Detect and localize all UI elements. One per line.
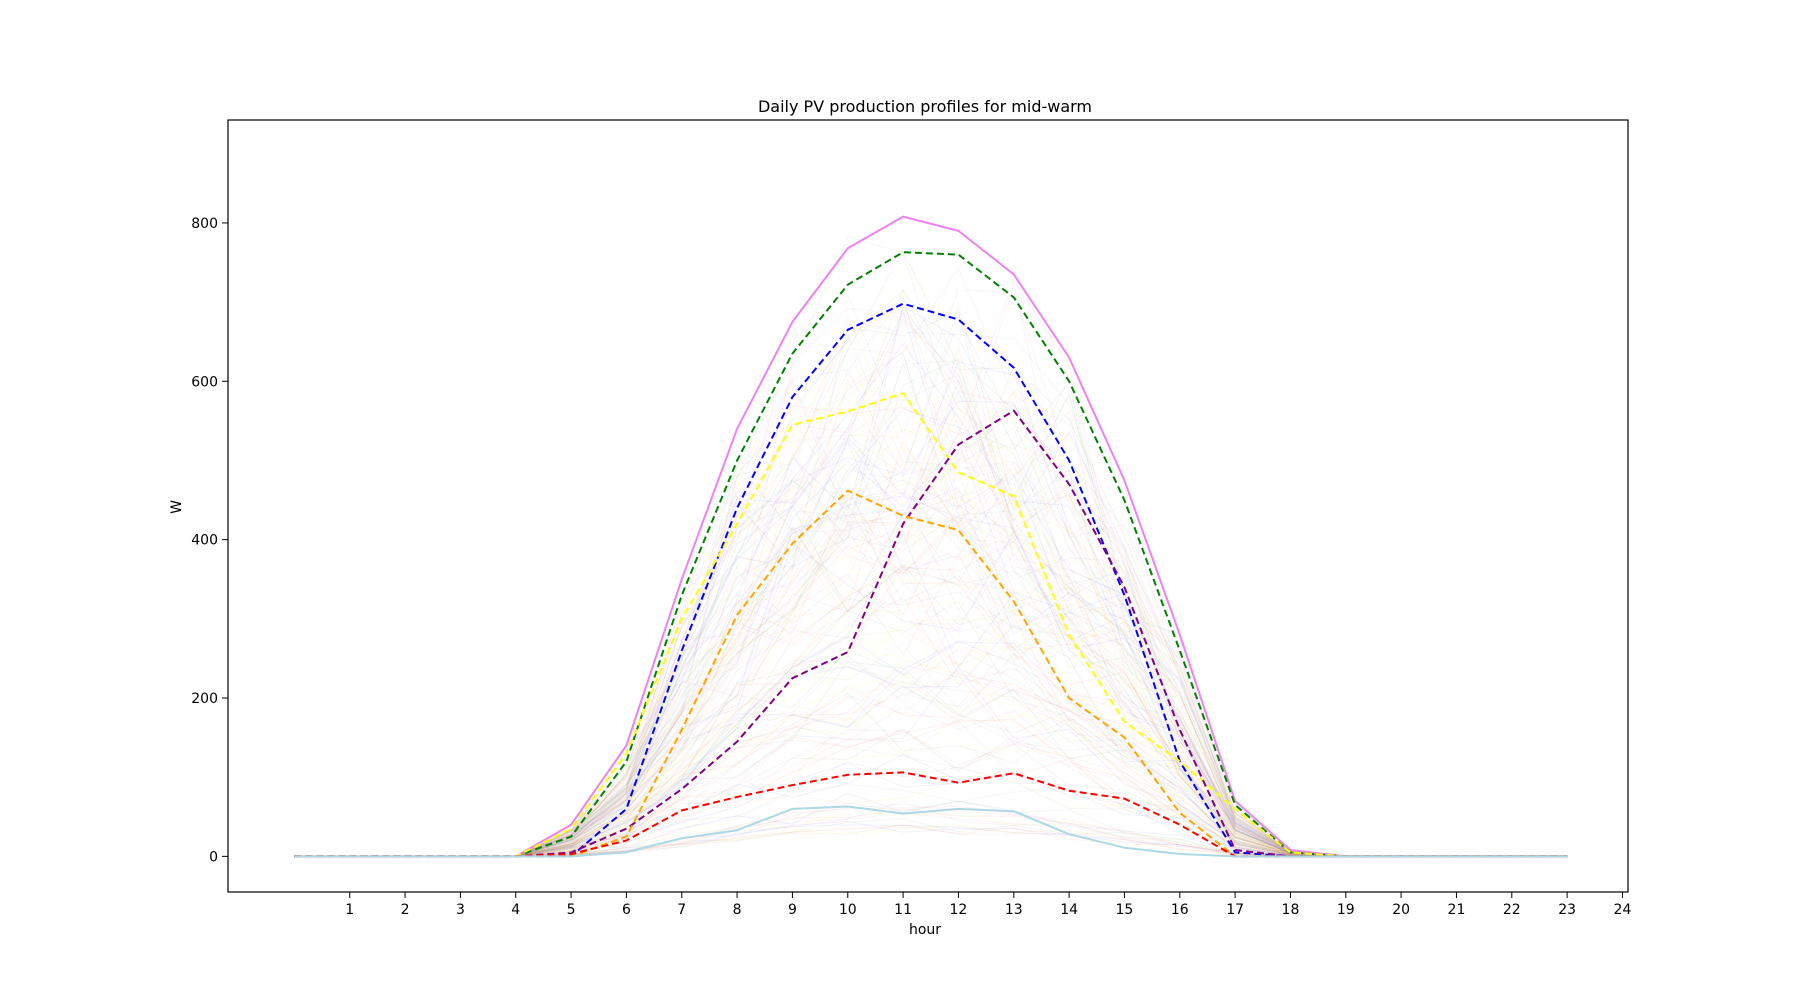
chart-title: Daily PV production profiles for mid-war… (758, 97, 1092, 116)
x-tick-label: 14 (1060, 902, 1078, 918)
x-tick-label: 9 (788, 902, 797, 918)
y-tick-label: 0 (209, 849, 218, 865)
x-tick-label: 12 (950, 902, 968, 918)
x-tick-label: 20 (1392, 902, 1410, 918)
x-tick-label: 22 (1503, 902, 1521, 918)
x-tick-label: 15 (1116, 902, 1134, 918)
x-tick-label: 4 (511, 902, 520, 918)
y-axis: 0 200 400 600 800 (191, 216, 228, 865)
x-tick-label: 8 (733, 902, 742, 918)
y-axis-label: W (169, 500, 185, 514)
series-line-8 (294, 805, 1568, 858)
x-tick-label: 23 (1558, 902, 1576, 918)
x-tick-label: 6 (622, 902, 631, 918)
x-axis-label: hour (909, 922, 941, 938)
series-layer (294, 215, 1568, 858)
y-tick-label: 400 (191, 533, 218, 549)
plot-frame (227, 119, 1629, 893)
x-tick-label: 16 (1171, 902, 1189, 918)
x-tick-label: 19 (1337, 902, 1355, 918)
x-tick-label: 5 (567, 902, 576, 918)
y-tick-label: 800 (191, 216, 218, 232)
x-tick-label: 24 (1614, 902, 1632, 918)
x-tick-label: 17 (1226, 902, 1244, 918)
x-tick-label: 1 (345, 902, 354, 918)
x-tick-label: 18 (1282, 902, 1300, 918)
x-tick-label: 3 (456, 902, 465, 918)
x-tick-label: 11 (894, 902, 912, 918)
x-tick-label: 2 (401, 902, 410, 918)
x-axis: 1 2 3 4 5 6 7 8 9 10 11 12 13 14 15 16 17 18 19 20 21 22 23 24 (345, 892, 1631, 918)
x-tick-label: 7 (677, 902, 686, 918)
x-tick-label: 21 (1448, 902, 1466, 918)
y-tick-label: 600 (191, 374, 218, 390)
y-tick-label: 200 (191, 691, 218, 707)
x-tick-label: 10 (839, 902, 857, 918)
x-tick-label: 13 (1005, 902, 1023, 918)
